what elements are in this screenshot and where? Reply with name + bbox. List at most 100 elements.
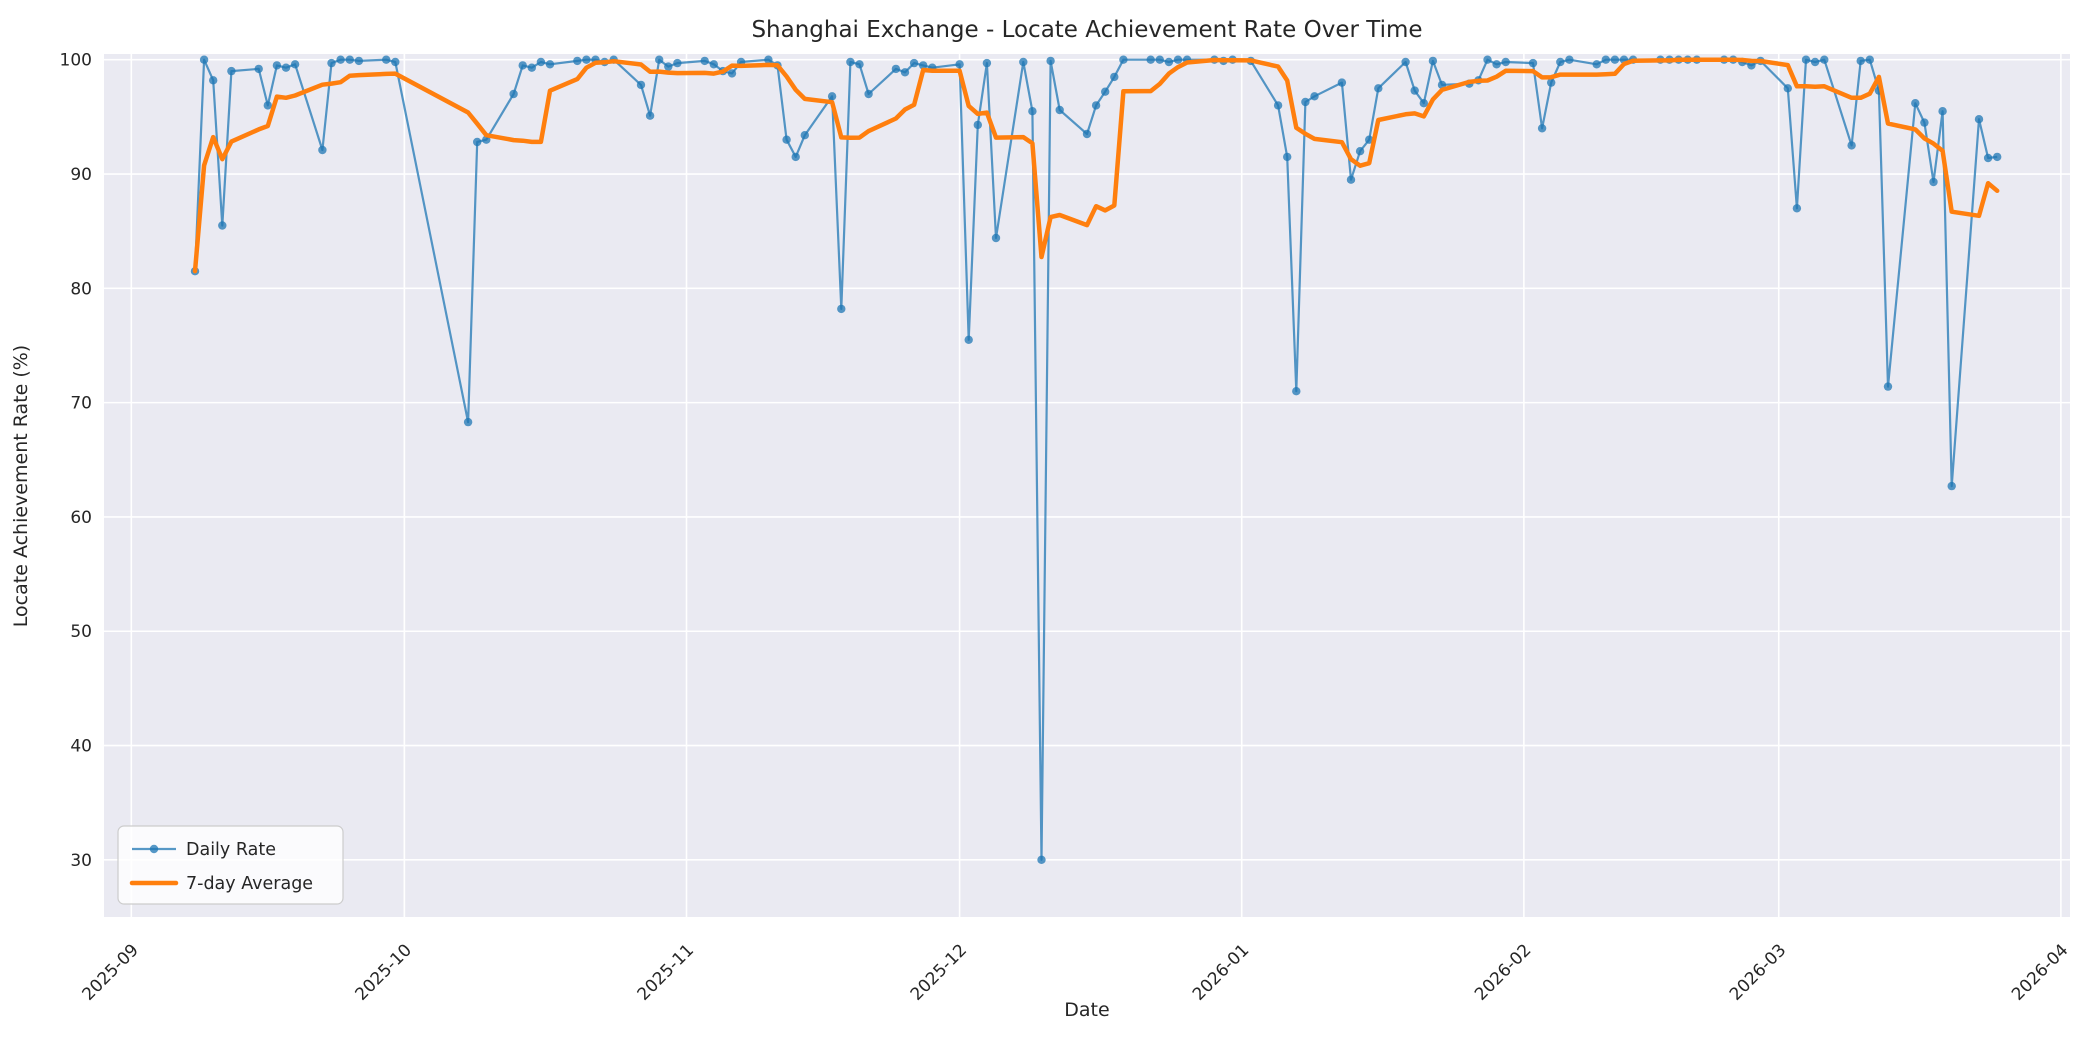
daily-rate-marker <box>764 55 773 64</box>
daily-rate-marker <box>645 111 655 120</box>
daily-rate-marker <box>991 233 1001 243</box>
daily-rate-marker <box>909 58 919 68</box>
y-tick-label: 40 <box>70 736 92 756</box>
daily-rate-marker <box>1856 56 1865 66</box>
daily-rate-marker <box>1810 57 1820 67</box>
daily-rate-marker <box>545 60 555 69</box>
y-tick-label: 30 <box>70 851 92 871</box>
daily-rate-marker <box>1993 152 2002 162</box>
daily-rate-marker <box>1119 55 1128 64</box>
daily-rate-marker <box>1428 56 1438 66</box>
daily-rate-marker <box>1792 204 1802 213</box>
x-tick-label: 2025-12 <box>907 940 971 1004</box>
daily-rate-marker <box>636 80 646 90</box>
daily-rate-marker <box>1492 60 1501 69</box>
daily-rate-marker <box>536 57 546 67</box>
daily-rate-marker <box>1055 105 1064 115</box>
daily-rate-marker <box>1164 57 1174 67</box>
daily-rate-marker <box>1501 57 1510 67</box>
daily-rate-marker <box>1419 99 1429 108</box>
daily-rate-marker <box>1528 58 1538 68</box>
daily-rate-marker <box>827 92 837 101</box>
x-axis-label: Date <box>1064 999 1109 1021</box>
x-tick-label: 2025-10 <box>352 940 416 1004</box>
daily-rate-marker <box>673 58 682 68</box>
daily-rate-marker <box>518 61 527 70</box>
daily-rate-marker <box>354 56 364 66</box>
daily-rate-marker <box>800 131 809 140</box>
y-tick-label: 90 <box>70 165 92 185</box>
daily-rate-marker <box>900 68 910 77</box>
daily-rate-marker <box>955 60 964 69</box>
x-tick-label: 2026-01 <box>1189 940 1253 1004</box>
daily-rate-marker <box>391 57 400 67</box>
daily-rate-marker <box>218 221 227 230</box>
seven-day-average-line <box>192 57 2000 274</box>
y-tick-label: 60 <box>70 508 92 528</box>
daily-rate-marker <box>281 63 291 72</box>
daily-rate-marker <box>473 137 482 147</box>
daily-rate-marker <box>254 64 263 74</box>
daily-rate-marker <box>509 89 518 99</box>
daily-rate-marker <box>1082 129 1092 139</box>
daily-rate-marker <box>1155 55 1165 64</box>
daily-rate-marker <box>1173 55 1183 64</box>
daily-rate-marker <box>1565 55 1574 64</box>
legend-label-7-day-average: 7-day Average <box>186 874 313 894</box>
daily-rate-marker <box>1365 135 1374 144</box>
daily-rate-marker <box>1747 61 1756 70</box>
daily-rate-marker <box>655 55 664 64</box>
daily-rate-marker <box>327 58 336 68</box>
daily-rate-marker <box>1310 92 1319 101</box>
daily-rate-marker <box>782 135 791 144</box>
daily-rate-marker <box>1783 84 1793 93</box>
daily-rate-marker <box>1847 141 1856 150</box>
x-tick-label: 2026-03 <box>1726 940 1790 1004</box>
y-tick-label: 80 <box>70 279 92 299</box>
daily-rate-marker <box>855 60 864 69</box>
daily-rate-marker <box>1110 72 1119 82</box>
daily-rate-marker <box>709 60 718 69</box>
daily-rate-marker <box>463 417 473 427</box>
daily-rate-marker <box>345 55 354 64</box>
chart-title: Shanghai Exchange - Locate Achievement R… <box>751 17 1422 43</box>
daily-rate-marker <box>263 101 272 110</box>
plot-area <box>104 54 2070 917</box>
daily-rate-marker <box>1983 153 1993 163</box>
daily-rate-marker <box>1947 481 1956 491</box>
daily-rate-marker <box>1401 57 1410 67</box>
daily-rate-marker <box>1283 152 1292 162</box>
daily-rate-marker <box>1938 107 1947 116</box>
daily-rate-marker <box>1865 55 1875 64</box>
y-tick-label: 50 <box>70 622 92 642</box>
daily-rate-marker <box>1046 56 1055 66</box>
legend-label-daily-rate: Daily Rate <box>186 840 276 860</box>
daily-rate-marker <box>1592 60 1601 69</box>
daily-rate-marker <box>846 57 855 67</box>
daily-rate-marker <box>1820 55 1829 64</box>
daily-rate-marker <box>1974 115 1984 124</box>
daily-rate-marker <box>700 56 709 66</box>
daily-rate-marker <box>964 335 973 344</box>
daily-rate-marker <box>919 61 928 70</box>
daily-rate-marker <box>272 61 282 70</box>
daily-rate-marker <box>1273 101 1283 110</box>
daily-rate-marker <box>791 152 800 162</box>
daily-rate-marker <box>336 55 345 64</box>
daily-rate-marker <box>573 56 582 66</box>
daily-rate-marker <box>1929 177 1938 187</box>
daily-rate-marker <box>1601 55 1611 64</box>
legend-daily-rate-marker-sample <box>149 844 159 854</box>
daily-rate-marker <box>1146 55 1155 64</box>
daily-rate-marker <box>227 66 236 76</box>
daily-rate-marker <box>1537 124 1547 133</box>
daily-rate-marker <box>1547 78 1556 87</box>
daily-rate-marker <box>1101 87 1110 96</box>
daily-rate-marker <box>837 304 846 314</box>
daily-rate-marker <box>864 89 873 99</box>
daily-rate-marker <box>1037 855 1046 864</box>
daily-rate-marker <box>1883 382 1893 391</box>
daily-rate-marker <box>727 69 737 78</box>
daily-rate-marker <box>973 120 982 130</box>
